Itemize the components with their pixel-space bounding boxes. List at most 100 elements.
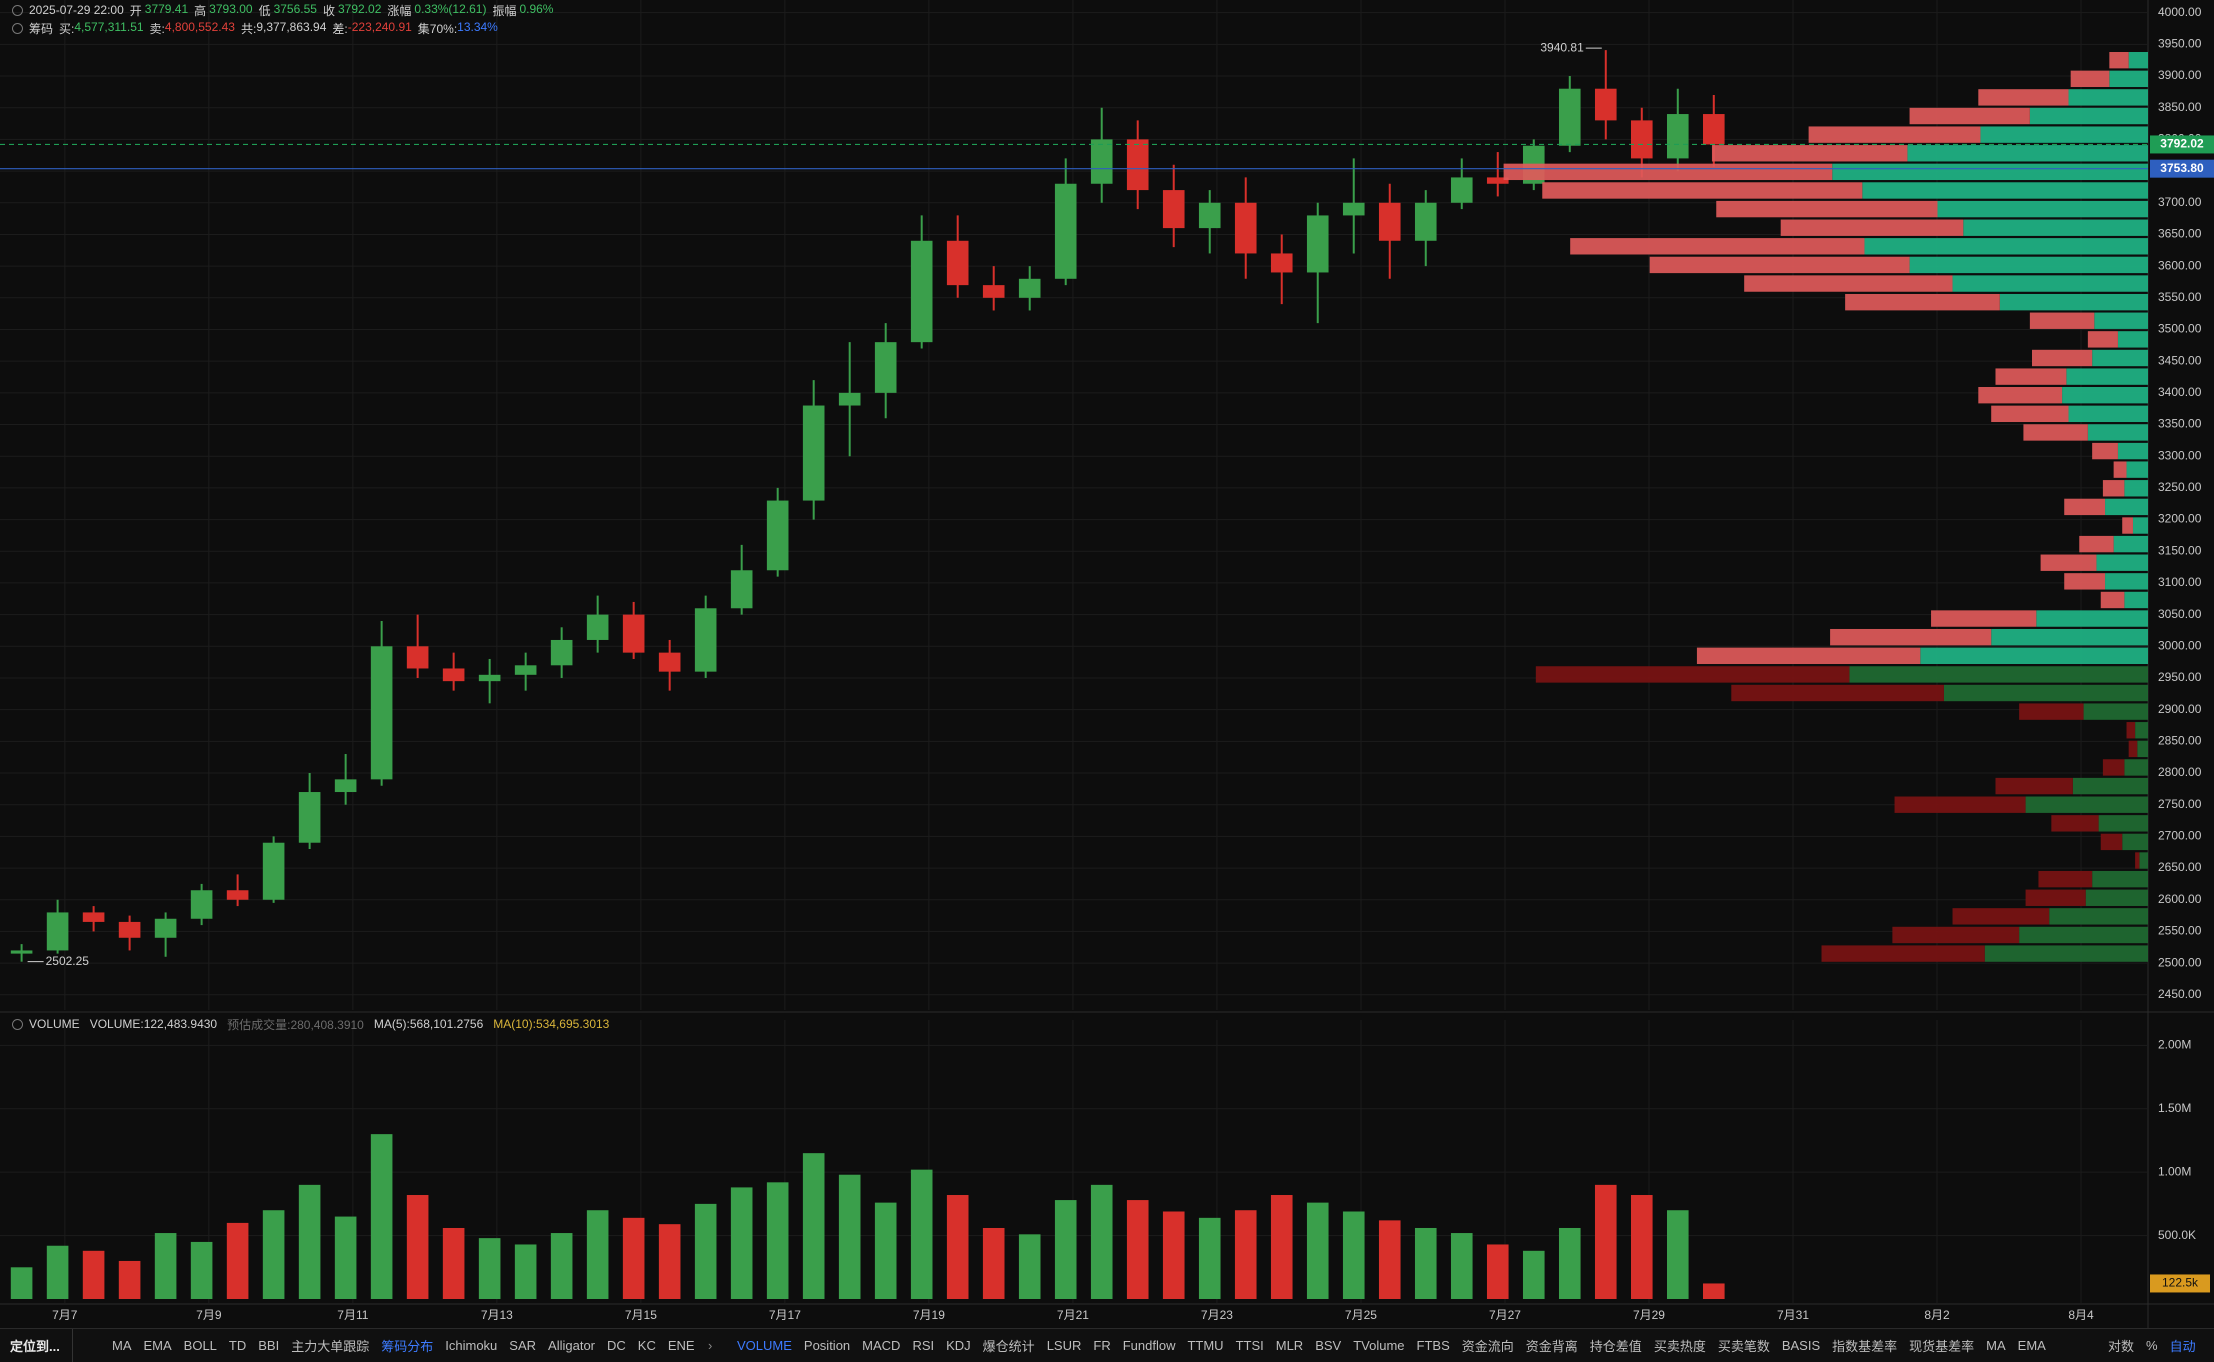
toolbar-item[interactable]: BASIS: [1781, 1338, 1821, 1353]
toolbar-item[interactable]: 爆仓统计: [982, 1339, 1035, 1354]
y-tick-label: 3850.00: [2158, 100, 2202, 114]
toolbar-item[interactable]: Position: [803, 1338, 851, 1353]
toolbar-item[interactable]: 持仓差值: [1589, 1339, 1642, 1354]
toolbar-item[interactable]: BSV: [1315, 1338, 1342, 1353]
chip-bar: [1978, 89, 2069, 106]
volume-bar: [46, 1245, 69, 1299]
chart: 2450.00 2500.00 2550.00 2600.00 2650.00 2700.…: [0, 0, 2214, 1328]
chip-bar: [2132, 517, 2148, 534]
toolbar-item[interactable]: VOLUME: [737, 1338, 792, 1353]
toolbar-item[interactable]: 资金背离: [1525, 1339, 1578, 1354]
toolbar-item[interactable]: BBI: [258, 1338, 280, 1353]
y-tick-label: 3100.00: [2158, 575, 2202, 589]
toolbar-item[interactable]: MA: [112, 1338, 132, 1353]
locate-button[interactable]: 定位到...: [10, 1329, 73, 1362]
collapse-icon[interactable]: [12, 22, 23, 34]
chip-bar: [2032, 349, 2093, 367]
toolbar-item[interactable]: TTSI: [1235, 1338, 1264, 1353]
field-value: 3779.41: [144, 1, 189, 16]
candle-body: [1414, 202, 1437, 241]
x-tick-label: 8月4: [2068, 1308, 2094, 1322]
chip-bar: [1832, 163, 2148, 181]
chip-bar: [1984, 945, 2148, 962]
volume-tag: [2150, 1274, 2210, 1293]
y-tick-label: 4000.00: [2158, 5, 2202, 19]
chip-bar: [2128, 51, 2148, 69]
toolbar-item[interactable]: 自动: [2169, 1339, 2196, 1354]
candle-body: [334, 779, 357, 793]
chip-bar: [1952, 275, 2148, 292]
toolbar-item[interactable]: FR: [1093, 1338, 1111, 1353]
x-tick-label: 7月31: [1777, 1308, 1809, 1322]
toolbar-item[interactable]: 买卖热度: [1653, 1339, 1706, 1354]
toolbar-item[interactable]: EMA: [2017, 1338, 2046, 1353]
volume-bar: [226, 1222, 249, 1299]
toolbar-item[interactable]: DC: [607, 1338, 626, 1353]
collapse-icon[interactable]: [12, 4, 23, 16]
chip-bar: [2036, 610, 2148, 627]
candle-body: [802, 405, 825, 501]
chip-bar: [2049, 908, 2148, 925]
chip-bar: [2102, 480, 2125, 497]
volume-bar: [262, 1210, 285, 1299]
toolbar-item[interactable]: Fundflow: [1122, 1338, 1176, 1353]
chip-bar: [2087, 424, 2148, 441]
toolbar-item[interactable]: TTMU: [1187, 1338, 1224, 1353]
chip-bar: [1980, 126, 2148, 143]
toolbar-item[interactable]: LSUR: [1046, 1338, 1082, 1353]
candle-body: [262, 842, 285, 900]
volume-bar: [1450, 1233, 1473, 1299]
y-tick-label: 3150.00: [2158, 543, 2202, 557]
chip-bar: [2079, 535, 2114, 553]
toolbar-item[interactable]: TVolume: [1353, 1338, 1405, 1353]
toolbar-item[interactable]: KDJ: [946, 1338, 971, 1353]
toolbar-item[interactable]: EMA: [143, 1338, 172, 1353]
candle-body: [406, 646, 429, 669]
volume-bar: [1630, 1195, 1653, 1299]
y-tick-label: 3950.00: [2158, 37, 2202, 51]
chip-bar: [2105, 498, 2148, 516]
toolbar-item[interactable]: MACD: [862, 1338, 901, 1353]
chip-bar: [1862, 182, 2148, 199]
toolbar-item[interactable]: KC: [637, 1338, 656, 1353]
collapse-icon[interactable]: [12, 1018, 23, 1030]
toolbar-item[interactable]: 现货基差率: [1909, 1339, 1975, 1354]
locate-label[interactable]: 定位到...: [10, 1339, 60, 1354]
volume-tag-label: 122.5k: [2162, 1276, 2199, 1290]
toolbar-item[interactable]: 筹码分布: [381, 1339, 434, 1354]
candle-body: [874, 342, 897, 393]
volume-bar: [1522, 1250, 1545, 1299]
toolbar-item[interactable]: SAR: [509, 1338, 537, 1353]
chip-bar: [2062, 386, 2148, 404]
toolbar-item[interactable]: RSI: [912, 1338, 935, 1353]
toolbar-item[interactable]: MA: [1986, 1338, 2006, 1353]
toolbar-item[interactable]: %: [2146, 1338, 2158, 1353]
volume-bar: [1558, 1227, 1581, 1299]
toolbar-item[interactable]: 主力大单跟踪: [291, 1339, 370, 1354]
toolbar-item[interactable]: FTBS: [1416, 1338, 1450, 1353]
candle-body: [658, 652, 681, 672]
toolbar-item[interactable]: 资金流向: [1461, 1339, 1514, 1354]
toolbar-item[interactable]: 指数基差率: [1832, 1339, 1898, 1354]
toolbar-item[interactable]: Alligator: [548, 1338, 595, 1353]
volume-bar: [1054, 1200, 1077, 1299]
candle-body: [82, 912, 105, 922]
chip-bar: [1845, 293, 2000, 311]
y-tick-label: 2900.00: [2158, 702, 2202, 716]
volume-bar: [694, 1203, 717, 1299]
chip-bar: [2092, 349, 2148, 367]
volume-field: MA(5):568,101.2756: [373, 1017, 484, 1031]
chip-bar: [2023, 424, 2088, 441]
toolbar-item[interactable]: 对数: [2108, 1339, 2135, 1354]
header-time: 2025-07-29 22:00: [29, 3, 124, 17]
chip-bar: [1995, 368, 2067, 385]
toolbar-item[interactable]: Ichimoku: [445, 1338, 498, 1353]
chip-bar: [1978, 386, 2063, 404]
toolbar-item[interactable]: MLR: [1275, 1338, 1304, 1353]
toolbar-item[interactable]: TD: [228, 1338, 247, 1353]
toolbar-item[interactable]: ENE: [667, 1338, 695, 1353]
toolbar-item[interactable]: 买卖笔数: [1717, 1339, 1770, 1354]
volume-bar: [1702, 1283, 1725, 1299]
field-value: 0.33%(12.61): [414, 1, 487, 16]
toolbar-item[interactable]: BOLL: [183, 1338, 217, 1353]
